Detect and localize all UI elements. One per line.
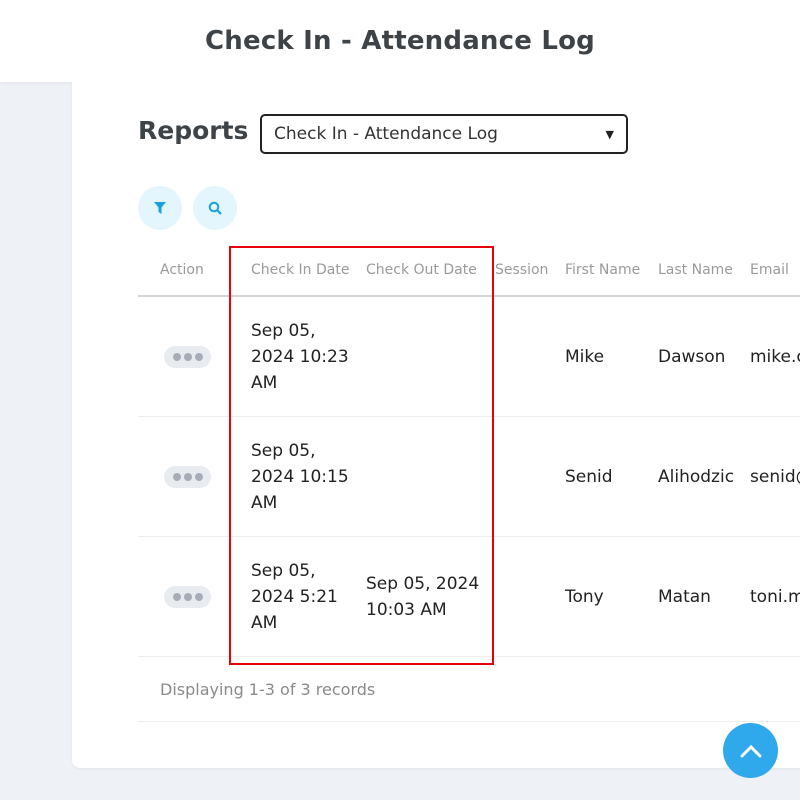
check-in-date: Sep 05, 2024 10:15 AM [251,417,349,536]
col-check-in[interactable]: Check In Date [251,262,350,278]
col-first-name[interactable]: First Name [565,262,641,278]
check-out-line: 10:03 AM [366,599,447,620]
email: mike.c [750,346,800,367]
search-button[interactable] [193,186,237,230]
check-out-line: Sep 05, 2024 [366,573,480,594]
more-actions-button[interactable] [164,585,211,608]
check-in-line: Sep 05, [251,560,316,581]
action-cell [164,537,211,656]
report-select-value: Check In - Attendance Log [274,124,498,144]
attendance-table: Action Check In Date Check Out Date Sess… [138,245,800,722]
col-action[interactable]: Action [160,262,204,278]
search-icon [208,201,222,215]
last-name: Matan [658,586,711,607]
check-in-line: Sep 05, [251,320,316,341]
check-in-line: 2024 5:21 [251,586,338,607]
col-session[interactable]: Session [495,262,549,278]
table-header: Action Check In Date Check Out Date Sess… [138,245,800,297]
records-count: Displaying 1-3 of 3 records [138,657,800,722]
email: senid@ [750,466,800,487]
table-row: Sep 05, 2024 10:15 AM Senid Alihodzic seni… [138,417,800,537]
first-name: Mike [565,346,605,367]
chevron-up-icon [740,744,761,757]
check-in-date: Sep 05, 2024 5:21 AM [251,537,338,656]
chevron-down-icon: ▼ [605,127,614,141]
more-actions-button[interactable] [164,345,211,368]
check-in-line: AM [251,372,278,393]
filter-button[interactable] [138,186,182,230]
more-actions-button[interactable] [164,465,211,488]
col-check-out[interactable]: Check Out Date [366,262,477,278]
check-out-date: Sep 05, 2024 10:03 AM [366,537,479,656]
check-in-line: AM [251,492,278,513]
filter-icon [154,202,166,214]
check-in-line: AM [251,612,278,633]
reports-label: Reports [138,116,249,145]
page-title: Check In - Attendance Log [205,26,595,56]
table-row: Sep 05, 2024 5:21 AM Sep 05, 2024 10:03 AM … [138,537,800,657]
first-name: Tony [565,586,604,607]
report-select[interactable]: Check In - Attendance Log ▼ [260,114,628,154]
check-in-line: Sep 05, [251,440,316,461]
col-email[interactable]: Email [750,262,789,278]
col-last-name[interactable]: Last Name [658,262,733,278]
report-card: Reports Check In - Attendance Log ▼ Actio… [72,82,800,768]
email: toni.m [750,586,800,607]
last-name: Alihodzic [658,466,735,487]
last-name: Dawson [658,346,726,367]
action-cell [164,297,211,416]
action-cell [164,417,211,536]
first-name: Senid [565,466,613,487]
check-in-line: 2024 10:23 [251,346,349,367]
check-in-date: Sep 05, 2024 10:23 AM [251,297,349,416]
page-header: Check In - Attendance Log [0,0,800,82]
scroll-to-top-button[interactable] [723,723,778,778]
table-row: Sep 05, 2024 10:23 AM Mike Dawson mike.c [138,297,800,417]
check-in-line: 2024 10:15 [251,466,349,487]
